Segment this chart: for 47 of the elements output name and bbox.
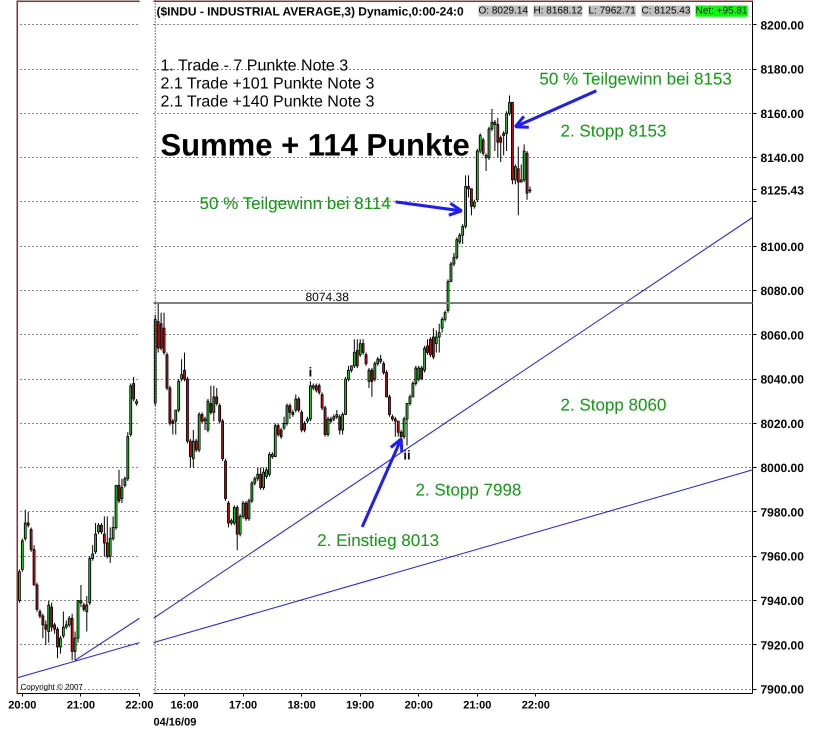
annotation: 2. Stopp 7998: [416, 480, 522, 500]
annotation: 1. Trade - 7 Punkte Note 3: [160, 58, 348, 74]
y-tick-label: 8040.00: [760, 372, 804, 387]
ref-line-label: 8074.38: [306, 290, 350, 304]
y-tick-label: 8000.00: [760, 461, 804, 476]
annotation: L: 7962.71: [588, 6, 636, 16]
annotation: ii: [403, 448, 411, 463]
annotation: 2. Stopp 8153: [560, 122, 666, 140]
x-tick-label: 21:00: [463, 700, 492, 712]
annotation: i: [308, 364, 312, 380]
y-tick-label: 7920.00: [760, 638, 804, 652]
annotation: Copyright © 2007: [20, 682, 84, 692]
annotation: 50 % Teilgewinn bei 8153: [539, 70, 732, 89]
y-tick-label: 7900.00: [760, 682, 804, 697]
x-tick-label: 20:00: [8, 700, 36, 712]
y-tick-label: 8080.00: [760, 284, 804, 298]
annotation: O: 8029.14: [478, 6, 528, 16]
x-tick-label: 22:00: [522, 700, 550, 712]
y-tick-label: 8125.43: [760, 183, 804, 198]
y-tick-label: 8200.00: [760, 18, 804, 32]
annotation: C: 8125.43: [642, 6, 691, 16]
y-tick-label: 8160.00: [760, 106, 804, 121]
annotation: 2.1 Trade +140 Punkte Note 3: [160, 94, 375, 110]
y-tick-label: 7960.00: [760, 550, 804, 564]
x-tick-label: 19:00: [346, 700, 374, 712]
y-tick-label: 8100.00: [760, 240, 804, 254]
y-tick-label: 8020.00: [760, 416, 804, 431]
x-axis-title: 04/16/09: [154, 716, 196, 728]
x-tick-label: 17:00: [229, 700, 258, 712]
x-tick-label: 22:00: [125, 700, 154, 712]
x-tick-label: 18:00: [288, 700, 316, 712]
chart-title: ($INDU - INDUSTRIAL AVERAGE,3) Dynamic,0:00-24:0: [156, 4, 464, 18]
y-tick-label: 8180.00: [760, 62, 804, 77]
y-tick-label: 7980.00: [760, 505, 804, 520]
annotation: 2. Einstieg 8013: [317, 530, 440, 550]
x-tick-label: 20:00: [404, 700, 433, 712]
y-tick-label: 8060.00: [760, 328, 804, 342]
annotation: 2. Stopp 8060: [560, 396, 666, 414]
annotation: H: 8168.12: [534, 6, 583, 16]
x-tick-label: 16:00: [170, 700, 199, 712]
annotation: Net: +95.81: [696, 6, 748, 16]
x-tick-label: 21:00: [66, 700, 95, 712]
y-tick-label: 7940.00: [760, 594, 804, 608]
y-tick-label: 8140.00: [760, 151, 804, 166]
annotation: Summe + 114 Punkte: [160, 128, 470, 162]
annotation: 2.1 Trade +101 Punkte Note 3: [160, 76, 375, 92]
annotation: 50 % Teilgewinn bei 8114: [199, 194, 391, 213]
